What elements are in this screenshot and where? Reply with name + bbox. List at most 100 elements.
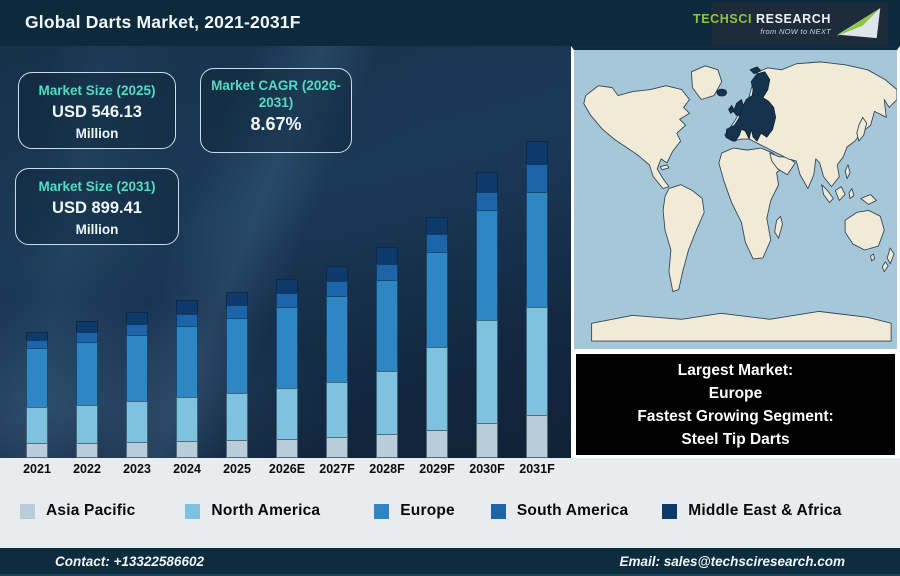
stat-box-market-size-2025: Market Size (2025) USD 546.13 Million [18, 72, 176, 149]
bar-segment-asia-pacific-2023 [126, 442, 148, 458]
legend-item-asia-pacific: Asia Pacific [20, 502, 135, 520]
bar-segment-asia-pacific-2029F [426, 430, 448, 458]
x-axis-labels: 2021 2022 2023 2024 2025 2026E 2027F 2028F 2029F… [12, 462, 562, 476]
legend-swatch-icon [490, 503, 506, 519]
legend-swatch-icon [662, 503, 678, 519]
stat-value: USD 899.41 [52, 199, 142, 217]
bar-segment-north-america-2026E [276, 388, 298, 440]
techsci-logo: TechSci Research from NOW to NEXT [693, 3, 888, 45]
logo-brand: TechSci Research [693, 12, 831, 26]
bar-column-2028F [362, 118, 412, 458]
stacked-bar-2030F [476, 172, 498, 458]
stacked-bar-2029F [426, 217, 448, 458]
axis-label-2024: 2024 [173, 462, 201, 476]
legend-label: Middle East & Africa [688, 502, 842, 519]
bar-segment-north-america-2024 [176, 397, 198, 442]
stacked-bar-2027F [326, 266, 348, 458]
bar-segment-south-america-2025 [226, 305, 248, 319]
legend-item-south-america: South America [490, 502, 629, 520]
bar-segment-europe-2022 [76, 342, 98, 406]
bar-segment-south-america-2026E [276, 293, 298, 308]
logo-text: TechSci Research from NOW to NEXT [693, 12, 831, 36]
bar-segment-europe-2025 [226, 318, 248, 394]
axis-label-2027F: 2027F [319, 462, 355, 476]
axis-label-2021: 2021 [23, 462, 51, 476]
bar-segment-south-america-2031F [526, 164, 548, 193]
bar-segment-middle-east-africa-2028F [376, 247, 398, 265]
callout-largest-market-label: Largest Market: [677, 362, 794, 379]
bar-segment-asia-pacific-2024 [176, 441, 198, 458]
bar-segment-europe-2031F [526, 192, 548, 308]
bar-stack-container [12, 118, 562, 458]
bar-segment-north-america-2028F [376, 371, 398, 435]
bar-segment-north-america-2023 [126, 401, 148, 443]
market-callout-box: Largest Market: Europe Fastest Growing S… [576, 354, 895, 455]
bar-segment-asia-pacific-2026E [276, 439, 298, 458]
world-map-europe-highlighted [574, 50, 897, 349]
stacked-bar-2022 [76, 321, 98, 458]
bar-segment-europe-2023 [126, 335, 148, 402]
legend-label: Asia Pacific [46, 502, 136, 519]
bar-segment-middle-east-africa-2027F [326, 266, 348, 282]
bar-segment-north-america-2029F [426, 347, 448, 431]
bar-segment-south-america-2027F [326, 281, 348, 297]
title-bar: Global Darts Market, 2021-2031F TechSci R… [0, 0, 900, 46]
legend-swatch-icon [185, 503, 201, 519]
bar-segment-asia-pacific-2030F [476, 423, 498, 458]
logo-brand-primary: TechSci [692, 12, 753, 26]
bar-column-2023 [112, 118, 162, 458]
bar-segment-europe-2030F [476, 210, 498, 321]
bar-segment-middle-east-africa-2029F [426, 217, 448, 235]
bar-segment-middle-east-africa-2031F [526, 141, 548, 165]
bar-segment-asia-pacific-2025 [226, 440, 248, 458]
email-info: Email: sales@techsciresearch.com [619, 553, 845, 569]
legend-swatch-icon [20, 503, 35, 519]
bar-segment-asia-pacific-2031F [526, 415, 548, 458]
logo-tagline: from NOW to NEXT [760, 27, 831, 36]
stacked-bar-2031F [526, 141, 548, 458]
bar-chart-area: Market Size (2025) USD 546.13 Million Ma… [0, 46, 571, 458]
bar-segment-north-america-2027F [326, 382, 348, 438]
stacked-bar-2026E [276, 279, 298, 458]
legend-label: South America [516, 502, 629, 519]
bar-column-2031F [512, 118, 562, 458]
bar-segment-north-america-2030F [476, 320, 498, 424]
footer-bar: Contact: +13322586602 Email: sales@techs… [0, 548, 900, 576]
bar-segment-middle-east-africa-2026E [276, 279, 298, 294]
axis-label-2022: 2022 [73, 462, 101, 476]
bottom-band: 2021 2022 2023 2024 2025 2026E 2027F 2028F 2029F… [0, 458, 900, 548]
europe-highlight [716, 66, 777, 142]
arrow-icon [836, 8, 881, 39]
stat-label: Market Size (2025) [38, 83, 156, 98]
bar-segment-europe-2026E [276, 307, 298, 389]
bar-column-2024 [162, 118, 212, 458]
bar-segment-north-america-2021 [26, 407, 48, 444]
axis-label-2026E: 2026E [268, 462, 306, 476]
legend-swatch-icon [374, 503, 390, 519]
bar-segment-asia-pacific-2021 [26, 443, 48, 458]
legend-item-middle-east-africa: Middle East & Africa [662, 502, 841, 520]
legend-item-north-america: North America [185, 502, 320, 520]
callout-fastest-segment-value: Steel Tip Darts [681, 431, 790, 448]
stacked-bar-2028F [376, 247, 398, 458]
stat-label: Market Size (2031) [38, 179, 156, 194]
bar-column-2027F [312, 118, 362, 458]
axis-label-2025: 2025 [223, 462, 251, 476]
bar-segment-south-america-2029F [426, 234, 448, 253]
stat-unit: Million [75, 222, 119, 237]
stacked-bar-2021 [26, 332, 48, 458]
chart-legend: Asia Pacific North America Europe South Ame… [0, 502, 842, 520]
callout-fastest-segment-label: Fastest Growing Segment: [637, 408, 834, 425]
bar-segment-asia-pacific-2027F [326, 437, 348, 458]
bar-segment-north-america-2022 [76, 405, 98, 444]
stat-box-market-cagr: Market CAGR (2026-2031) 8.67% [200, 68, 352, 153]
bar-segment-south-america-2030F [476, 192, 498, 211]
bar-column-2029F [412, 118, 462, 458]
stacked-bar-2025 [226, 292, 248, 458]
contact-info: Contact: +13322586602 [55, 553, 204, 569]
bar-column-2025 [212, 118, 262, 458]
axis-label-2023: 2023 [123, 462, 151, 476]
bar-segment-europe-2028F [376, 280, 398, 372]
legend-item-europe: Europe [374, 502, 455, 520]
legend-label: North America [211, 502, 321, 519]
